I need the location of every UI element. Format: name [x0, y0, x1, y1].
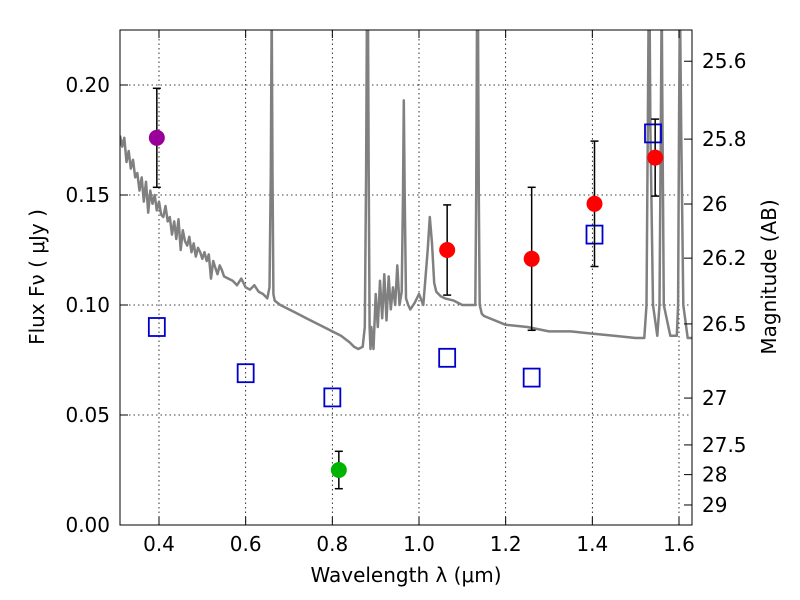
y2-tick-label: 28: [702, 463, 727, 487]
model-square-marker: [236, 363, 255, 384]
photometry-point: [330, 462, 347, 478]
x-tick-label: 0.8: [316, 532, 348, 556]
x-tick-label: 1.0: [403, 532, 435, 556]
y-tick-label: 0.05: [65, 403, 110, 427]
model-square-marker: [147, 317, 166, 337]
y2-tick-label: 26: [702, 192, 727, 216]
model-square-marker: [323, 387, 342, 408]
x-tick-label: 0.4: [143, 532, 175, 556]
y2-tick-label: 25.6: [702, 49, 747, 73]
y-tick-label: 0.15: [65, 183, 110, 207]
model-square-marker: [438, 347, 457, 368]
y-tick-label: 0.00: [65, 513, 110, 537]
model-square-marker: [644, 123, 662, 144]
x-tick-label: 1.6: [663, 532, 695, 556]
photometry-point: [439, 242, 456, 258]
photometry-point: [647, 149, 664, 166]
y2-tick-label: 26.2: [702, 246, 747, 270]
data-layer: [120, 30, 692, 490]
y2-tick-label: 27.5: [702, 433, 747, 457]
y2-axis-label: Magnitude (AB): [757, 199, 781, 354]
tick-layer: 0.4 0.6 0.8 1.0 1.2 1.4 1.6 0.00 0.05 0.10 0.15 0.2…: [65, 30, 747, 556]
y2-tick-label: 27: [702, 386, 727, 410]
x-tick-label: 1.2: [490, 532, 522, 556]
x-tick-label: 0.6: [230, 532, 262, 556]
photometry-point: [586, 195, 603, 212]
spectrum-line: [120, 30, 692, 351]
y-axis-label: Flux Fν ( μJy ): [25, 209, 49, 345]
y2-tick-label: 25.8: [702, 127, 747, 151]
x-axis-label: Wavelength λ (μm): [310, 563, 501, 587]
x-tick-label: 1.4: [576, 532, 608, 556]
y-tick-label: 0.10: [65, 293, 110, 317]
y-tick-label: 0.20: [65, 73, 110, 97]
model-square-marker: [522, 367, 541, 388]
photometry-point: [523, 250, 540, 267]
y2-tick-label: 26.5: [702, 312, 747, 336]
photometry-point: [148, 129, 165, 146]
y2-tick-label: 29: [702, 493, 727, 517]
plot-frame: [119, 29, 693, 526]
